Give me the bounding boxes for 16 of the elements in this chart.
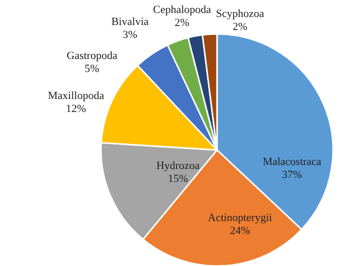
data-label: 3% — [122, 29, 138, 41]
data-label: 12% — [66, 103, 86, 115]
data-label: 37% — [282, 169, 302, 181]
data-label: 2% — [232, 21, 248, 33]
data-label: 24% — [230, 225, 250, 237]
slice-label: Actinopterygii — [208, 212, 272, 224]
slice-label: Cephalopoda — [152, 4, 212, 16]
data-label: 5% — [84, 63, 100, 75]
slice-label: Hydrozoa — [156, 160, 200, 172]
slice-label: Scyphozoa — [216, 8, 264, 20]
slice-label: Malacostraca — [262, 156, 322, 168]
slice-label: Maxillopoda — [48, 90, 104, 102]
slice-label: Gastropoda — [66, 50, 118, 62]
slice-label: Bivalvia — [111, 16, 149, 28]
data-label: 15% — [168, 173, 188, 185]
data-label: 2% — [174, 17, 190, 29]
